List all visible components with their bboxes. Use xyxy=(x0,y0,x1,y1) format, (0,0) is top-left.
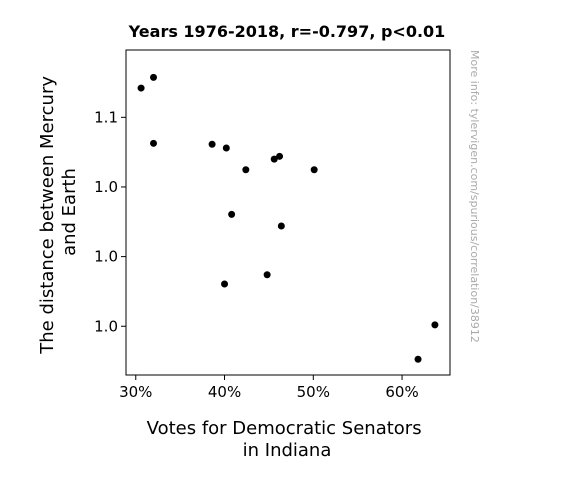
data-point xyxy=(276,152,284,160)
data-point xyxy=(208,140,216,148)
x-axis-label-line-2: in Indiana xyxy=(243,440,332,461)
data-point xyxy=(431,321,439,329)
y-axis-label-line-1: The distance between Mercury xyxy=(37,76,58,355)
x-axis-label-line-1: Votes for Democratic Senators xyxy=(147,418,422,439)
y-tick-label: 1.0 xyxy=(94,248,118,266)
plot-area xyxy=(125,49,451,376)
y-axis-label: The distance between Mercury and Earth xyxy=(37,70,80,354)
data-point xyxy=(242,166,250,174)
y-axis: 1.0 1.0 1.0 1.1 xyxy=(94,108,126,335)
x-axis: 30% 40% 50% 60% xyxy=(119,375,419,401)
data-point xyxy=(270,155,278,163)
data-point xyxy=(221,280,229,288)
y-tick-label: 1.0 xyxy=(94,178,118,196)
x-tick-label: 60% xyxy=(385,383,418,401)
data-point xyxy=(263,271,271,279)
y-tick-label: 1.1 xyxy=(94,108,118,126)
data-point xyxy=(228,210,236,218)
data-points xyxy=(137,73,439,363)
x-tick-label: 40% xyxy=(208,383,241,401)
data-point xyxy=(222,144,230,152)
x-tick-label: 50% xyxy=(297,383,330,401)
x-axis-label: Votes for Democratic Senators in Indiana xyxy=(147,418,428,461)
x-tick-label: 30% xyxy=(119,383,152,401)
data-point xyxy=(150,139,158,147)
watermark-text: More info: tylervigen.com/spurious/corre… xyxy=(468,50,481,343)
data-point xyxy=(137,84,145,92)
y-tick-label: 1.0 xyxy=(94,317,118,335)
chart-title: Years 1976-2018, r=-0.797, p<0.01 xyxy=(128,22,446,41)
y-axis-label-line-2: and Earth xyxy=(59,168,80,256)
data-point xyxy=(150,73,158,81)
data-point xyxy=(414,355,422,363)
data-point xyxy=(277,222,285,230)
data-point xyxy=(310,166,318,174)
